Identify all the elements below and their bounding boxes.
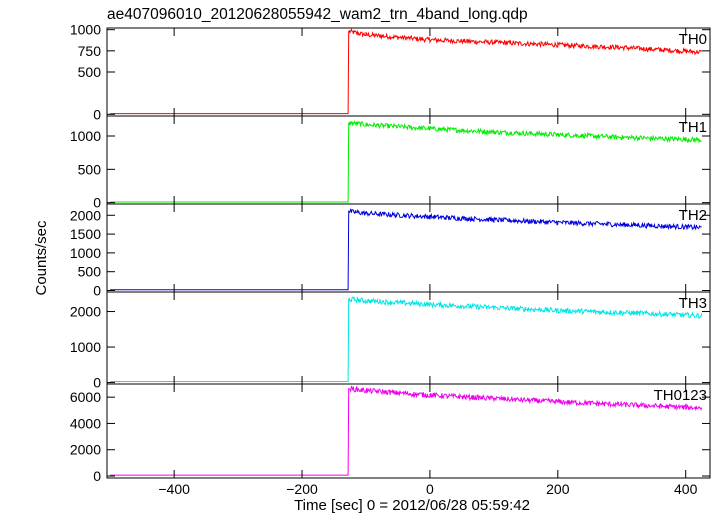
panel-label: TH0 — [679, 31, 707, 48]
y-tick-label: 1000 — [70, 128, 101, 144]
y-tick-label: 4000 — [70, 415, 101, 431]
y-tick-label: 1000 — [70, 339, 101, 355]
x-tick-label: 0 — [426, 481, 434, 497]
y-tick-label: 0 — [93, 282, 101, 298]
y-tick-label: 0 — [93, 375, 101, 391]
panel-label: TH2 — [679, 207, 707, 224]
y-tick-label: 2000 — [70, 442, 101, 458]
y-tick-label: 6000 — [70, 389, 101, 405]
panel-label: TH1 — [679, 119, 707, 136]
y-tick-label: 500 — [78, 161, 102, 177]
x-tick-label: 200 — [546, 481, 570, 497]
panel-frame — [106, 115, 711, 205]
panel-frame — [106, 383, 711, 479]
panel-th2: 0 500 1000 1500 2000 TH2 — [70, 203, 711, 298]
y-tick-label: 1000 — [70, 245, 101, 261]
panel-th0123: 0 2000 4000 6000 TH0123 — [70, 383, 711, 484]
y-tick-label: 1000 — [70, 22, 101, 38]
panel-th1: 0 500 1000 TH1 — [70, 115, 711, 211]
series-line-th0 — [110, 28, 703, 115]
y-tick-label: 500 — [78, 64, 102, 80]
x-axis-label: Time [sec] 0 = 2012/06/28 05:59:42 — [294, 497, 530, 514]
y-tick-label: 2000 — [70, 304, 101, 320]
panel-frame — [106, 291, 711, 385]
panels-group: 0 500 750 1000 TH0 0 500 1000 TH1 0 500 1000 1500 200… — [70, 22, 711, 497]
y-axis-label: Counts/sec — [33, 220, 50, 296]
series-line-th3 — [110, 296, 703, 382]
panel-th3: 0 1000 2000 TH3 — [70, 291, 711, 391]
x-tick-label: −200 — [286, 481, 318, 497]
y-tick-label: 2000 — [70, 207, 101, 223]
panel-label: TH0123 — [654, 387, 707, 404]
y-tick-label: 0 — [93, 468, 101, 484]
x-tick-label: 400 — [674, 481, 698, 497]
y-tick-label: 1500 — [70, 226, 101, 242]
y-tick-label: 0 — [93, 195, 101, 211]
series-line-th1 — [110, 120, 702, 203]
panel-th0: 0 500 750 1000 TH0 — [70, 22, 711, 122]
panel-frame — [106, 203, 711, 293]
series-line-th0123 — [110, 385, 703, 476]
panel-label: TH3 — [679, 295, 707, 312]
y-tick-label: 500 — [78, 264, 102, 280]
panel-frame — [106, 27, 711, 117]
y-tick-label: 750 — [78, 43, 102, 59]
y-tick-label: 0 — [93, 106, 101, 122]
chart-title: ae407096010_20120628055942_wam2_trn_4ban… — [107, 6, 528, 23]
series-line-th2 — [110, 208, 702, 291]
x-tick-label: −400 — [158, 481, 190, 497]
